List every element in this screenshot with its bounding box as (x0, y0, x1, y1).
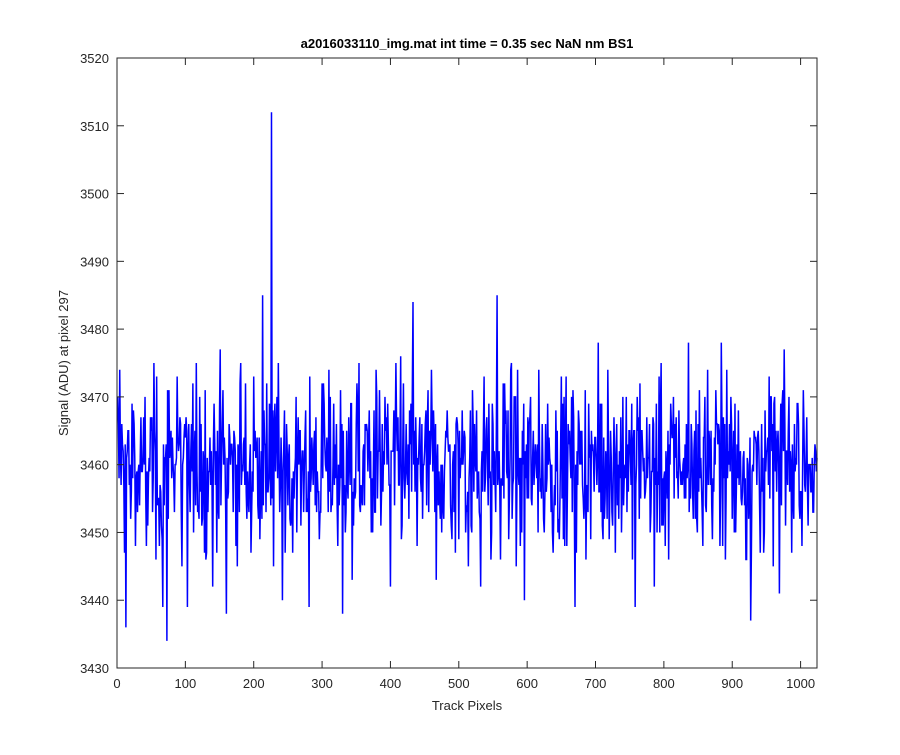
y-tick-label: 3500 (80, 187, 109, 202)
x-axis-label: Track Pixels (432, 698, 503, 713)
chart-title: a2016033110_img.mat int time = 0.35 sec … (301, 36, 634, 51)
x-tick-label: 100 (175, 676, 197, 691)
y-tick-label: 3480 (80, 322, 109, 337)
x-tick-label: 600 (516, 676, 538, 691)
y-tick-label: 3450 (80, 525, 109, 540)
plot-area (117, 58, 817, 668)
y-tick-label: 3520 (80, 51, 109, 66)
y-tick-label: 3490 (80, 254, 109, 269)
x-tick-label: 0 (113, 676, 120, 691)
x-tick-label: 500 (448, 676, 470, 691)
x-tick-label: 700 (585, 676, 607, 691)
x-tick-label: 900 (721, 676, 743, 691)
axes-box (116, 57, 818, 669)
y-axis-label: Signal (ADU) at pixel 297 (56, 290, 71, 436)
series-layer (116, 112, 818, 641)
y-tick-label: 3440 (80, 593, 109, 608)
y-tick-label: 3470 (80, 390, 109, 405)
x-tick-label: 400 (380, 676, 402, 691)
y-tick-label: 3460 (80, 458, 109, 473)
ticks-layer: 0 100 200 300 400 500 600 700 800 900 1000 3430 3440… (80, 51, 817, 691)
x-tick-label: 200 (243, 676, 265, 691)
y-tick-label: 3510 (80, 119, 109, 134)
y-tick-label: 3430 (80, 661, 109, 676)
series-line (116, 112, 818, 641)
x-tick-label: 300 (311, 676, 333, 691)
x-tick-label: 800 (653, 676, 675, 691)
x-tick-label: 1000 (786, 676, 815, 691)
axes-layer (116, 57, 818, 669)
